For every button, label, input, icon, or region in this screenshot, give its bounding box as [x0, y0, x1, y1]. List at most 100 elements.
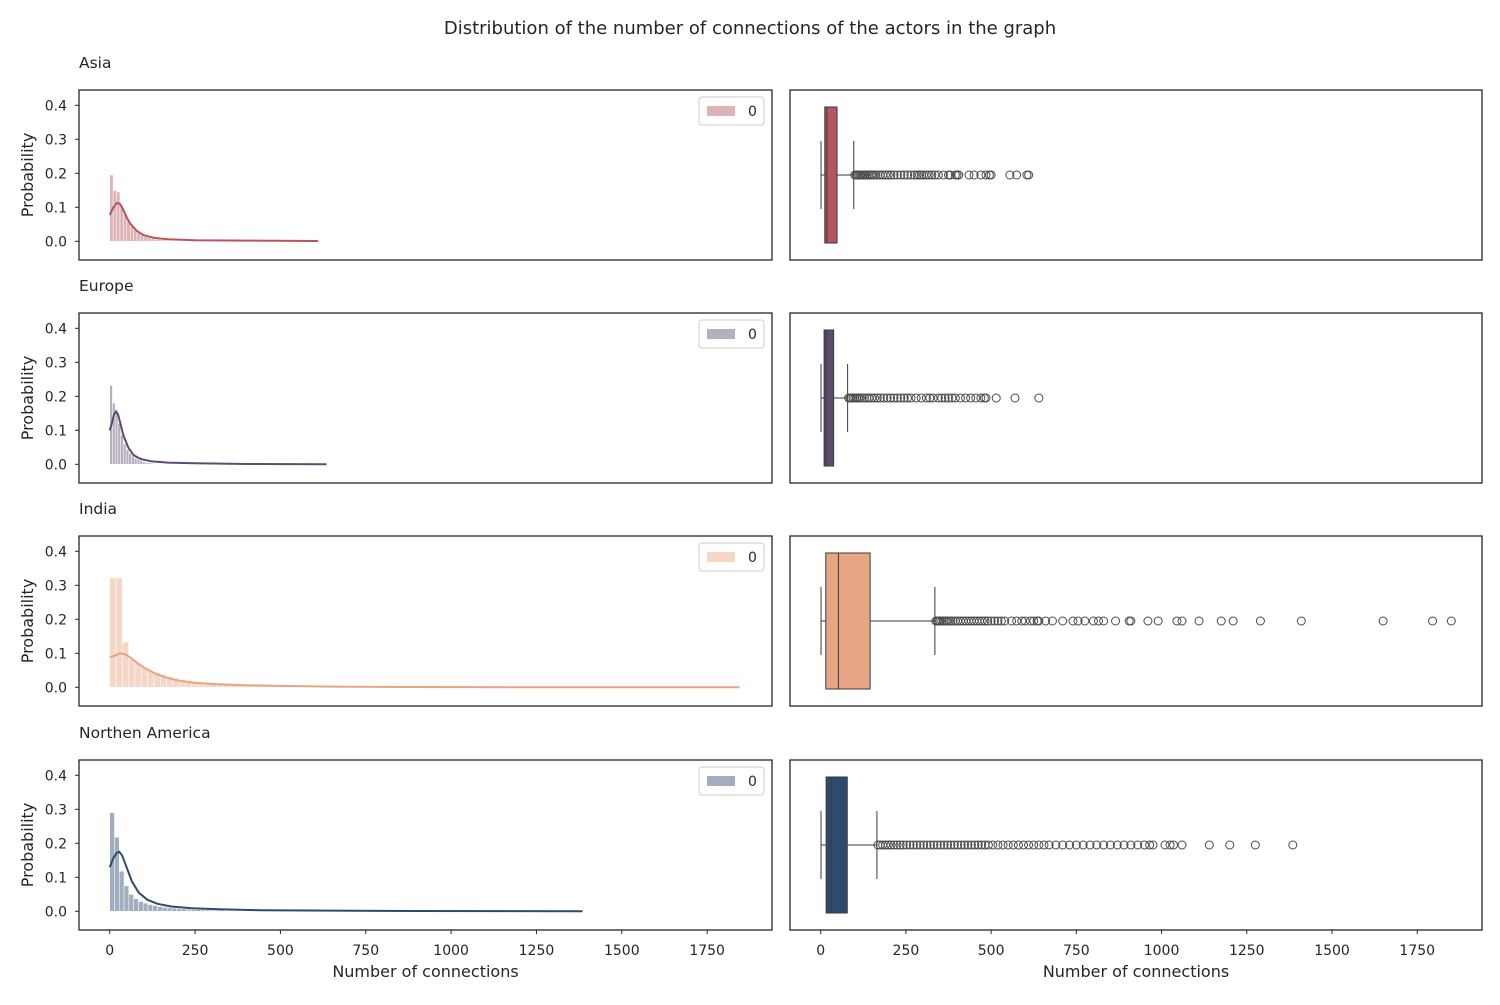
box-outlier: [1023, 171, 1031, 179]
y-tick-label: 0.3: [45, 355, 67, 371]
box-iqr: [824, 330, 834, 466]
x-tick-label: 1750: [689, 943, 725, 959]
x-tick-label: 500: [978, 943, 1005, 959]
histogram-bar: [201, 910, 206, 911]
histogram-frame: [79, 760, 772, 930]
y-axis-label: Probability: [18, 133, 37, 218]
histogram-bar: [129, 894, 134, 911]
histogram-frame: [79, 313, 772, 483]
histogram-bar: [153, 464, 156, 465]
histogram-bar: [126, 450, 129, 465]
box-outlier: [1251, 841, 1259, 849]
y-tick-label: 0.2: [45, 836, 67, 852]
x-axis-label: Number of connections: [1043, 962, 1229, 981]
box-outlier: [1429, 617, 1437, 625]
histogram-bar: [129, 453, 132, 464]
boxplot-panel: [790, 536, 1482, 706]
legend-swatch: [707, 552, 735, 562]
histogram-bar: [148, 463, 151, 464]
legend: 0: [699, 543, 764, 571]
histogram-bar: [113, 190, 116, 241]
box-outlier: [1127, 617, 1135, 625]
x-tick-label: 750: [1063, 943, 1090, 959]
box-outlier: [1100, 617, 1108, 625]
histogram-bar: [167, 908, 172, 911]
histogram-bar: [168, 241, 171, 242]
legend: 0: [699, 97, 764, 125]
x-tick-label: 0: [105, 943, 114, 959]
histogram-bar: [177, 909, 182, 912]
histogram-bar: [129, 659, 135, 687]
legend-label: 0: [748, 327, 757, 343]
box-iqr: [826, 553, 870, 689]
histogram-bar: [144, 237, 147, 242]
histogram-frame: [79, 90, 772, 260]
histogram-bar: [164, 240, 167, 241]
histogram-bar: [210, 910, 215, 911]
legend: 0: [699, 320, 764, 348]
row-title: India: [79, 500, 117, 518]
histogram-bar: [137, 460, 140, 464]
y-tick-label: 0.4: [45, 98, 67, 114]
y-axis-label: Probability: [18, 579, 37, 664]
histogram-bar: [161, 240, 164, 241]
histogram-bar: [140, 461, 143, 464]
box-outlier: [1195, 617, 1203, 625]
box-outlier: [1144, 617, 1152, 625]
histogram-bar: [135, 663, 141, 687]
box-outlier: [1011, 394, 1019, 402]
box-outlier: [987, 171, 995, 179]
y-axis-label: Probability: [18, 356, 37, 441]
histogram-bar: [191, 910, 196, 912]
box-outlier: [1059, 617, 1067, 625]
legend-label: 0: [748, 550, 757, 566]
kde-line: [110, 412, 327, 465]
box-outlier: [1217, 617, 1225, 625]
histogram-bar: [115, 410, 118, 464]
boxplot-panel: [790, 313, 1482, 483]
box-outlier: [1297, 617, 1305, 625]
x-tick-label: 1750: [1399, 943, 1435, 959]
box-outlier: [1379, 617, 1387, 625]
histogram-bar: [158, 240, 161, 242]
y-tick-label: 0.0: [45, 234, 67, 250]
y-tick-label: 0.2: [45, 389, 67, 405]
box-outlier: [982, 394, 990, 402]
y-tick-label: 0.0: [45, 680, 67, 696]
x-tick-label: 1500: [1314, 943, 1350, 959]
box-outlier: [1447, 617, 1455, 625]
histogram-bar: [138, 901, 143, 911]
histogram-bar: [123, 444, 126, 464]
histogram-bar: [115, 837, 120, 911]
y-tick-label: 0.1: [45, 200, 67, 216]
y-tick-label: 0.3: [45, 802, 67, 818]
y-tick-label: 0.0: [45, 457, 67, 473]
y-tick-label: 0.4: [45, 321, 67, 337]
y-tick-label: 0.0: [45, 904, 67, 920]
histogram-bar: [162, 907, 167, 911]
box-outlier: [992, 394, 1000, 402]
histogram-bar: [147, 238, 150, 242]
box-outlier: [1178, 841, 1186, 849]
box-outlier: [1154, 617, 1162, 625]
y-tick-label: 0.4: [45, 544, 67, 560]
histogram-bar: [119, 871, 124, 911]
y-tick-label: 0.1: [45, 646, 67, 662]
x-tick-label: 500: [267, 943, 294, 959]
histogram-bar: [156, 464, 159, 465]
box-iqr: [826, 777, 847, 913]
row-3: Northen America0.00.10.20.30.4Probabilit…: [18, 724, 1482, 981]
histogram-bar: [141, 668, 147, 688]
box-outlier: [1226, 841, 1234, 849]
histogram-bar: [142, 462, 145, 464]
histogram-bar: [143, 903, 148, 911]
x-tick-label: 250: [893, 943, 920, 959]
box-outlier: [1025, 171, 1033, 179]
y-tick-label: 0.2: [45, 166, 67, 182]
